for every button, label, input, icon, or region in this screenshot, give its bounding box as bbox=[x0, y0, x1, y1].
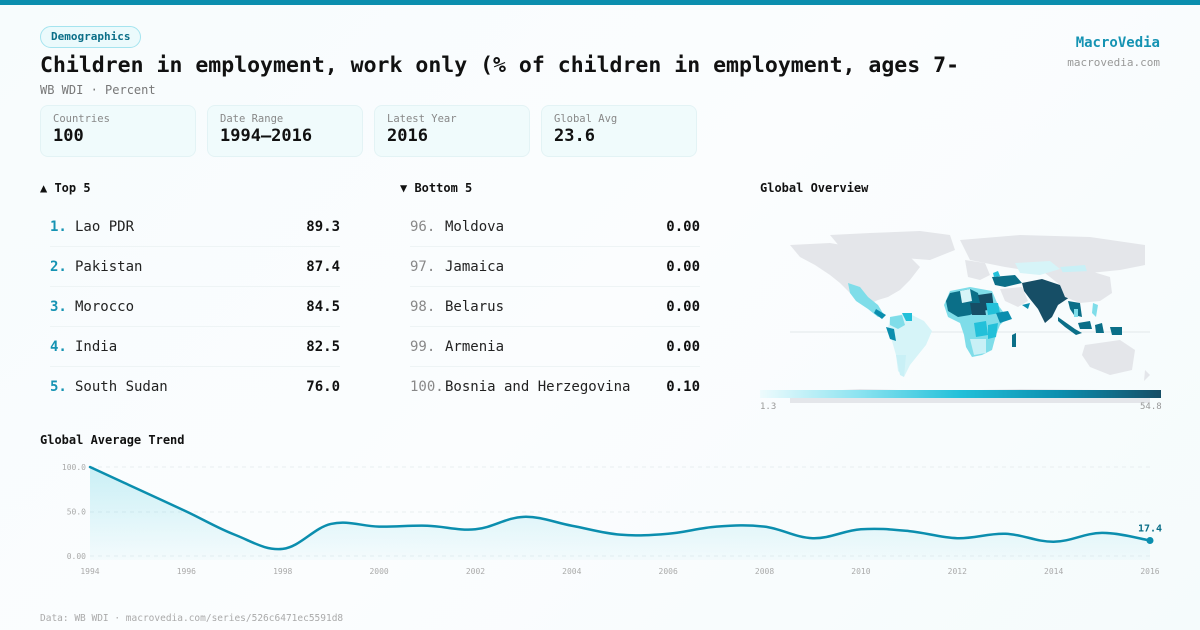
bottom5-list: 96. Moldova 0.00 97. Jamaica 0.00 98. Be… bbox=[400, 207, 700, 407]
country-value: 0.00 bbox=[666, 338, 700, 355]
trend-title: Global Average Trend bbox=[40, 433, 185, 447]
svg-text:1998: 1998 bbox=[273, 567, 292, 576]
country-name: Jamaica bbox=[445, 258, 505, 275]
svg-text:50.0: 50.0 bbox=[67, 508, 86, 517]
svg-text:1994: 1994 bbox=[80, 567, 99, 576]
country-name: Armenia bbox=[445, 338, 505, 355]
stat-card-global-avg: Global Avg 23.6 bbox=[541, 105, 697, 157]
list-item[interactable]: 2. Pakistan 87.4 bbox=[50, 247, 340, 287]
country-value: 89.3 bbox=[306, 218, 340, 235]
svg-text:2014: 2014 bbox=[1044, 567, 1063, 576]
country-value: 0.00 bbox=[666, 258, 700, 275]
list-item[interactable]: 98. Belarus 0.00 bbox=[410, 287, 700, 327]
list-item[interactable]: 96. Moldova 0.00 bbox=[410, 207, 700, 247]
country-value: 76.0 bbox=[306, 379, 340, 395]
category-badge[interactable]: Demographics bbox=[40, 26, 142, 48]
world-map-svg bbox=[790, 231, 1150, 403]
bottom5-section: ▼ Bottom 5 96. Moldova 0.00 97. Jamaica … bbox=[400, 181, 700, 407]
stats-row: Countries 100 Date Range 1994–2016 Lates… bbox=[40, 105, 697, 157]
stat-label: Date Range bbox=[220, 113, 284, 125]
list-item[interactable]: 100. Bosnia and Herzegovina 0.10 bbox=[410, 367, 700, 407]
stat-value: 1994–2016 bbox=[220, 126, 313, 146]
brand: MacroVedia macrovedia.com bbox=[1067, 35, 1160, 69]
list-item[interactable]: 1. Lao PDR 89.3 bbox=[50, 207, 340, 247]
country-name: Bosnia and Herzegovina bbox=[445, 379, 631, 395]
svg-text:2000: 2000 bbox=[369, 567, 388, 576]
x-axis-ticks: 1994 1996 1998 2000 2002 2004 2006 2008 2010 2012… bbox=[80, 567, 1159, 576]
country-name: Pakistan bbox=[75, 258, 143, 275]
stat-value: 23.6 bbox=[554, 126, 595, 146]
rank-number: 4. bbox=[50, 338, 67, 355]
svg-text:2010: 2010 bbox=[851, 567, 870, 576]
bottom5-title: ▼ Bottom 5 bbox=[400, 181, 473, 195]
svg-text:2012: 2012 bbox=[948, 567, 967, 576]
rank-number: 1. bbox=[50, 218, 67, 235]
country-name: Belarus bbox=[445, 298, 505, 315]
top-accent-bar bbox=[0, 0, 1200, 5]
trend-area bbox=[90, 467, 1150, 560]
map-legend-gradient bbox=[760, 390, 1161, 398]
svg-text:1996: 1996 bbox=[177, 567, 196, 576]
list-item[interactable]: 97. Jamaica 0.00 bbox=[410, 247, 700, 287]
legend-min-label: 1.3 bbox=[760, 402, 777, 412]
stat-card-countries: Countries 100 bbox=[40, 105, 196, 157]
top5-section: ▲ Top 5 1. Lao PDR 89.3 2. Pakistan 87.4… bbox=[40, 181, 340, 407]
trend-end-label: 17.4 bbox=[1138, 524, 1162, 535]
list-item[interactable]: 3. Morocco 84.5 bbox=[50, 287, 340, 327]
svg-text:100.0: 100.0 bbox=[62, 463, 86, 472]
brand-url[interactable]: macrovedia.com bbox=[1067, 56, 1160, 69]
rank-number: 2. bbox=[50, 258, 67, 275]
stat-label: Latest Year bbox=[387, 113, 457, 125]
country-value: 87.4 bbox=[306, 258, 340, 275]
y-axis-ticks: 0.00 50.0 100.0 bbox=[62, 463, 86, 561]
list-item[interactable]: 4. India 82.5 bbox=[50, 327, 340, 367]
country-name: Lao PDR bbox=[75, 218, 135, 235]
stat-label: Countries bbox=[53, 113, 110, 125]
page-subtitle: WB WDI · Percent bbox=[40, 83, 156, 97]
rank-number: 96. bbox=[410, 218, 436, 235]
svg-text:2016: 2016 bbox=[1140, 567, 1159, 576]
legend-max-label: 54.8 bbox=[1140, 402, 1162, 412]
rank-number: 98. bbox=[410, 298, 436, 315]
list-item[interactable]: 5. South Sudan 76.0 bbox=[50, 367, 340, 407]
rank-number: 5. bbox=[50, 379, 67, 395]
rank-number: 97. bbox=[410, 258, 436, 275]
svg-text:0.00: 0.00 bbox=[67, 552, 86, 561]
stat-label: Global Avg bbox=[554, 113, 618, 125]
country-name: Moldova bbox=[445, 218, 505, 235]
rank-number: 99. bbox=[410, 338, 436, 355]
country-value: 0.00 bbox=[666, 218, 700, 235]
trend-line-chart[interactable]: 0.00 50.0 100.0 1994 1996 1998 2000 2002 2004 20… bbox=[0, 455, 1200, 585]
svg-text:2002: 2002 bbox=[466, 567, 485, 576]
trend-end-point bbox=[1146, 537, 1154, 545]
svg-text:2004: 2004 bbox=[562, 567, 581, 576]
top5-title: ▲ Top 5 bbox=[40, 181, 91, 195]
stat-card-latest-year: Latest Year 2016 bbox=[374, 105, 530, 157]
footer-source: Data: WB WDI · macrovedia.com/series/526… bbox=[40, 613, 344, 624]
map-section: Global Overview bbox=[760, 181, 1160, 405]
rank-number: 100. bbox=[410, 379, 444, 395]
stat-value: 2016 bbox=[387, 126, 428, 146]
brand-name[interactable]: MacroVedia bbox=[1075, 35, 1160, 51]
map-title: Global Overview bbox=[760, 181, 869, 195]
country-name: South Sudan bbox=[75, 379, 168, 395]
country-value: 84.5 bbox=[306, 298, 340, 315]
page-title: Children in employment, work only (% of … bbox=[40, 53, 960, 78]
country-value: 0.10 bbox=[666, 379, 700, 395]
country-value: 0.00 bbox=[666, 298, 700, 315]
trend-line bbox=[88, 465, 1152, 551]
top5-list: 1. Lao PDR 89.3 2. Pakistan 87.4 3. Moro… bbox=[40, 207, 340, 407]
country-value: 82.5 bbox=[306, 338, 340, 355]
country-name: India bbox=[75, 338, 118, 355]
country-name: Morocco bbox=[75, 298, 135, 315]
stat-card-date-range: Date Range 1994–2016 bbox=[207, 105, 363, 157]
list-item[interactable]: 99. Armenia 0.00 bbox=[410, 327, 700, 367]
svg-text:2006: 2006 bbox=[659, 567, 678, 576]
svg-text:2008: 2008 bbox=[755, 567, 774, 576]
rank-number: 3. bbox=[50, 298, 67, 315]
world-choropleth-map[interactable] bbox=[760, 205, 1160, 405]
stat-value: 100 bbox=[53, 126, 84, 146]
